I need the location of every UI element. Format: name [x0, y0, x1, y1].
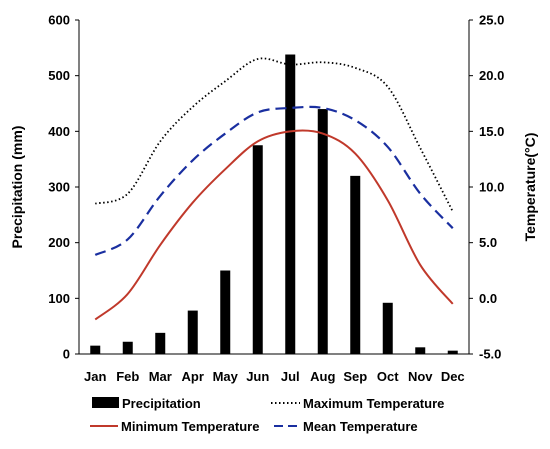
right-tick-label: 15.0	[479, 124, 504, 139]
left-tick-label: 0	[63, 347, 70, 362]
right-tick-label: 25.0	[479, 13, 504, 28]
x-tick-label-sep: Sep	[343, 369, 367, 384]
legend-label-precipitation: Precipitation	[122, 396, 201, 411]
x-tick-label-dec: Dec	[441, 369, 465, 384]
bar-precipitation-nov	[415, 347, 426, 354]
legend-label-mean-temperature: Mean Temperature	[303, 419, 418, 434]
bar-precipitation-aug	[317, 109, 328, 354]
x-tick-label-may: May	[213, 369, 239, 384]
left-tick-labels: 0 100 200 300 400 500 600	[48, 13, 79, 362]
line-mean-temperature	[94, 105, 454, 256]
x-tick-label-oct: Oct	[377, 369, 399, 384]
line-minimum-temperature	[94, 129, 454, 321]
x-tick-label-nov: Nov	[408, 369, 433, 384]
right-axis-title: Temperature(°C)	[522, 133, 538, 242]
bar-precipitation-oct	[382, 302, 393, 354]
x-tick-labels: Jan Feb Mar Apr May Jun Jul Aug Sep Oct Nov Dec	[84, 369, 465, 384]
x-tick-label-feb: Feb	[116, 369, 139, 384]
x-tick-label-apr: Apr	[182, 369, 204, 384]
left-tick-label: 500	[48, 68, 70, 83]
bar-precipitation-jan	[90, 345, 101, 354]
legend-swatch-precipitation	[92, 397, 119, 408]
right-tick-label: 0.0	[479, 291, 497, 306]
x-tick-label-aug: Aug	[310, 369, 335, 384]
legend: Precipitation Maximum Temperature Minimu…	[90, 396, 444, 434]
bar-precipitation-dec	[447, 350, 458, 354]
bar-precipitation-sep	[350, 175, 361, 354]
x-tick-label-mar: Mar	[149, 369, 172, 384]
left-axis-title: Precipitation (mm)	[9, 126, 25, 249]
bar-precipitation-jun	[252, 145, 263, 354]
temperature-lines	[94, 57, 454, 321]
left-tick-label: 600	[48, 13, 70, 28]
left-tick-label: 300	[48, 180, 70, 195]
right-tick-label: -5.0	[479, 347, 501, 362]
left-tick-label: 200	[48, 235, 70, 250]
legend-label-minimum-temperature: Minimum Temperature	[121, 419, 259, 434]
legend-label-maximum-temperature: Maximum Temperature	[303, 396, 444, 411]
bar-precipitation-jul	[285, 54, 296, 354]
left-tick-label: 400	[48, 124, 70, 139]
x-tick-label-jul: Jul	[281, 369, 300, 384]
x-tick-label-jun: Jun	[246, 369, 269, 384]
right-tick-labels: -5.0 0.0 5.0 10.0 15.0 20.0 25.0	[469, 13, 504, 362]
bar-precipitation-feb	[122, 341, 133, 354]
bar-precipitation-may	[220, 270, 231, 354]
x-tick-label-jan: Jan	[84, 369, 106, 384]
right-tick-label: 20.0	[479, 68, 504, 83]
axes	[78, 20, 470, 355]
bar-precipitation-mar	[155, 332, 166, 354]
right-tick-label: 10.0	[479, 180, 504, 195]
bar-precipitation-apr	[187, 310, 198, 354]
precipitation-bars	[90, 54, 458, 354]
left-tick-label: 100	[48, 291, 70, 306]
right-tick-label: 5.0	[479, 235, 497, 250]
